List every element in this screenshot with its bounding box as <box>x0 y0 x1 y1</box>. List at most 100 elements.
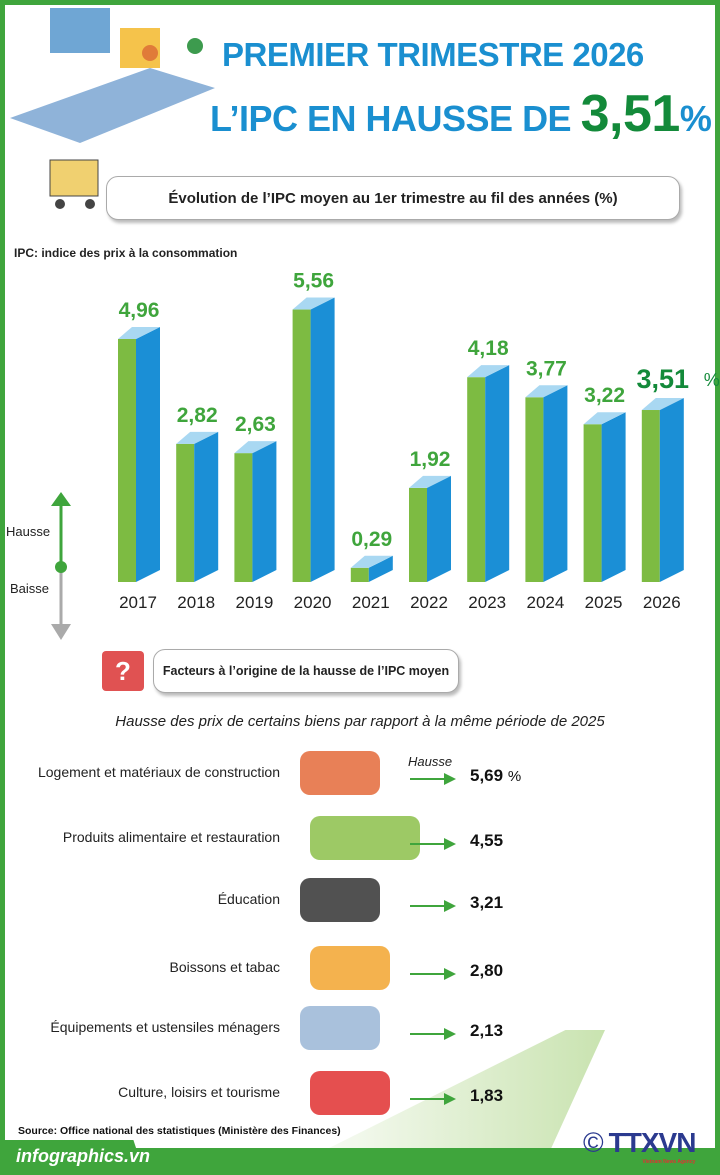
x-tick-label: 2017 <box>119 593 157 612</box>
bar-front-2017 <box>118 338 136 582</box>
popcorn-icon <box>310 1071 390 1115</box>
bar-side-2017 <box>136 326 160 582</box>
food-icon <box>310 816 420 860</box>
bar-side-2020 <box>310 297 335 582</box>
arrow-right-icon <box>410 773 456 785</box>
bricks-icon <box>300 751 380 795</box>
bar-top-2020 <box>292 297 335 310</box>
factor-label: Produits alimentaire et restauration <box>62 829 280 845</box>
bar-top-2026 <box>641 398 684 411</box>
factor-value: 4,55 <box>470 831 504 850</box>
bar-front-2022 <box>409 487 427 582</box>
data-label: 2,63 <box>235 413 276 436</box>
bar-side-2024 <box>543 385 568 582</box>
chart-heading: Évolution de l’IPC moyen au 1er trimestr… <box>106 176 680 220</box>
bar-top-2018 <box>176 431 219 444</box>
bar-front-2021 <box>350 567 369 582</box>
title-line2: L’IPC EN HAUSSE DE 3,51% <box>210 84 712 144</box>
bar-front-2025 <box>583 424 602 582</box>
baisse-label: Baisse <box>10 581 50 596</box>
factor-label: Culture, loisirs et tourisme <box>118 1084 280 1100</box>
hausse-baisse-arrow-icon <box>51 492 71 640</box>
bar-side-2022 <box>427 475 451 582</box>
factors-heading: Facteurs à l’origine de la hausse de l’I… <box>153 649 459 693</box>
data-label-unit: % <box>704 370 720 390</box>
x-tick-label: 2019 <box>235 593 273 612</box>
factor-value: 1,83 <box>470 1086 504 1105</box>
bar-side-2023 <box>485 365 510 582</box>
footer-tab <box>0 1140 145 1175</box>
bar-side-2021 <box>368 555 393 582</box>
site-link[interactable]: infographics.vn <box>16 1146 151 1166</box>
appliances-icon <box>300 1006 380 1050</box>
bar-front-2024 <box>525 397 544 582</box>
factor-label: Équipements et ustensiles ménagers <box>50 1019 280 1035</box>
x-tick-label: 2021 <box>352 593 390 612</box>
bar-side-2019 <box>252 441 277 582</box>
title-prefix: L’IPC EN HAUSSE DE <box>210 98 572 139</box>
factor-label: Boissons et tabac <box>169 959 280 975</box>
data-label: 3,51 <box>637 364 690 394</box>
x-tick-label: 2023 <box>468 593 506 612</box>
arrow-right-icon <box>410 1028 456 1040</box>
arrow-right-icon <box>410 968 456 980</box>
data-label: 0,29 <box>351 528 392 551</box>
shopping-cart-illustration <box>49 159 99 209</box>
title-line1: PREMIER TRIMESTRE 2026 <box>222 36 644 73</box>
source: Source: Office national des statistiques… <box>18 1125 341 1137</box>
bar-front-2026 <box>641 410 660 582</box>
bar-top-2022 <box>409 475 451 488</box>
bar-side-2026 <box>659 398 684 582</box>
bar-chart: 4,96 2017 2,82 2018 2,63 2019 5,56 2020 0,29 2021… <box>118 270 720 612</box>
bar-front-2020 <box>292 309 311 582</box>
supermarket-illustration <box>10 8 215 143</box>
data-label: 4,96 <box>119 299 160 322</box>
data-label: 3,22 <box>584 384 625 407</box>
hausse-label: Hausse <box>6 524 51 539</box>
factor-value: 2,80 <box>470 961 504 980</box>
data-label: 2,82 <box>177 404 218 427</box>
x-tick-label: 2024 <box>526 593 564 612</box>
bar-front-2018 <box>176 443 195 582</box>
ttxvn-logo: © TTXVN Vietnam News Agency <box>583 1127 697 1165</box>
bar-top-2019 <box>234 441 277 454</box>
bar-side-2025 <box>601 412 626 582</box>
arrow-right-icon <box>410 900 456 912</box>
bar-side-2018 <box>194 431 219 582</box>
factor-label: Éducation <box>217 891 280 907</box>
ipc-note: IPC: indice des prix à la consommation <box>14 246 238 260</box>
title-value: 3,51 <box>580 85 681 143</box>
copyright-symbol: © <box>583 1127 604 1158</box>
factor-label: Logement et matériaux de construction <box>37 764 280 780</box>
bar-top-2017 <box>118 326 160 339</box>
bar-top-2023 <box>467 365 510 378</box>
factors-subtitle: Hausse des prix de certains biens par ra… <box>115 713 605 730</box>
factor-value: 3,21 <box>470 893 504 912</box>
logo-subtitle: Vietnam News Agency <box>642 1159 696 1165</box>
bar-top-2021 <box>350 555 393 568</box>
factor-value: 2,13 <box>470 1021 504 1040</box>
bar-front-2019 <box>234 453 253 582</box>
x-tick-label: 2025 <box>585 593 623 612</box>
x-tick-label: 2018 <box>177 593 215 612</box>
bar-top-2024 <box>525 385 568 398</box>
hausse-arrow-label: Hausse <box>408 754 453 769</box>
graduation-cap-icon <box>300 878 380 922</box>
data-label: 3,77 <box>526 357 567 380</box>
question-icon: ? <box>102 651 144 691</box>
title-unit: % <box>679 98 712 139</box>
factor-value: 5,69 % <box>470 766 522 785</box>
drinks-icon <box>310 946 390 990</box>
data-label: 5,56 <box>293 270 334 293</box>
x-tick-label: 2022 <box>410 593 448 612</box>
data-label: 1,92 <box>410 448 451 471</box>
arrow-right-icon <box>410 838 456 850</box>
x-tick-label: 2020 <box>294 593 332 612</box>
arrow-right-icon <box>410 1093 456 1105</box>
bar-front-2023 <box>467 377 486 582</box>
data-label: 4,18 <box>468 337 509 360</box>
logo-text: TTXVN <box>608 1127 697 1158</box>
bar-top-2025 <box>583 412 626 425</box>
x-tick-label: 2026 <box>643 593 681 612</box>
